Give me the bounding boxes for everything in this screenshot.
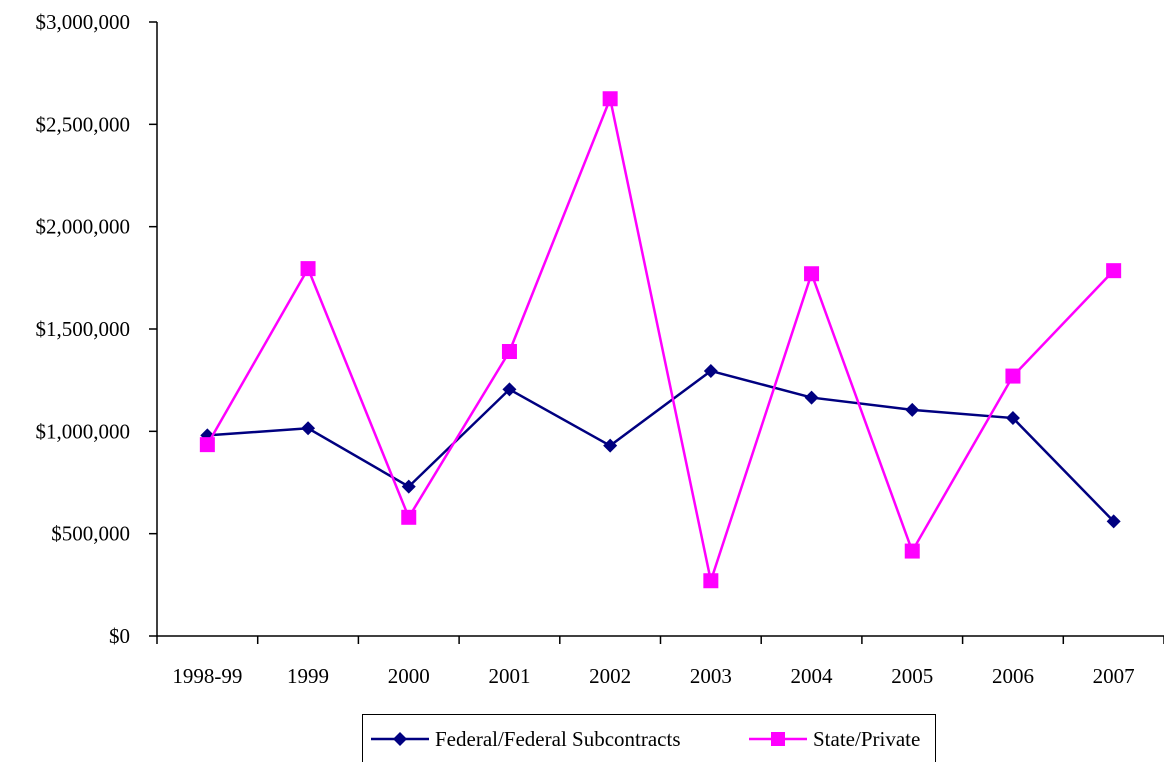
y-axis: $0 $500,000 $1,000,000 $1,500,000 $2,000,000… bbox=[36, 10, 158, 648]
series-line bbox=[207, 369, 1115, 523]
x-tick-label: 1999 bbox=[287, 664, 329, 688]
y-tick-label: $1,500,000 bbox=[36, 317, 131, 341]
data-point-diamond bbox=[905, 402, 920, 417]
series-state-private bbox=[199, 91, 1122, 589]
line-chart: $0 $500,000 $1,000,000 $1,500,000 $2,000,000… bbox=[36, 10, 1164, 688]
data-point-diamond bbox=[703, 363, 718, 378]
y-tick-label: $500,000 bbox=[51, 522, 130, 546]
legend: Federal/Federal Subcontracts State/Priva… bbox=[362, 714, 936, 762]
x-tick-label: 2000 bbox=[388, 664, 430, 688]
data-point-square bbox=[602, 91, 618, 107]
data-point-square bbox=[1106, 263, 1122, 279]
y-tick-label: $0 bbox=[109, 624, 130, 648]
data-point-square bbox=[804, 266, 820, 282]
square-marker-icon bbox=[749, 732, 807, 746]
data-point-diamond bbox=[1005, 411, 1020, 426]
x-tick-label: 2004 bbox=[791, 664, 834, 688]
y-tick-label: $1,000,000 bbox=[36, 419, 131, 443]
legend-item-state[interactable]: State/Private bbox=[747, 715, 920, 763]
diamond-marker-icon bbox=[371, 732, 429, 746]
x-axis: 1998-99 1999 2000 2001 2002 2003 2004 2005 2006 2… bbox=[156, 635, 1164, 688]
data-point-square bbox=[401, 509, 417, 525]
x-tick-label: 2005 bbox=[891, 664, 933, 688]
series-line bbox=[206, 94, 1115, 586]
series-layer bbox=[199, 91, 1122, 589]
data-point-diamond bbox=[1106, 514, 1121, 529]
y-tick-label: $2,500,000 bbox=[36, 112, 131, 136]
data-point-diamond bbox=[301, 421, 316, 436]
x-tick-label: 2002 bbox=[589, 664, 631, 688]
data-point-square bbox=[703, 573, 719, 589]
data-point-diamond bbox=[804, 390, 819, 405]
data-point-diamond bbox=[603, 438, 618, 453]
data-point-square bbox=[904, 543, 920, 559]
x-tick-label: 2006 bbox=[992, 664, 1034, 688]
data-point-diamond bbox=[502, 382, 517, 397]
data-point-square bbox=[501, 344, 517, 360]
x-tick-label: 2003 bbox=[690, 664, 732, 688]
data-point-diamond bbox=[401, 479, 416, 494]
y-tick-label: $2,000,000 bbox=[36, 215, 131, 239]
x-tick-label: 2007 bbox=[1093, 664, 1135, 688]
legend-label-state: State/Private bbox=[813, 726, 921, 751]
data-point-square bbox=[199, 437, 215, 453]
legend-label-federal: Federal/Federal Subcontracts bbox=[435, 726, 681, 751]
data-point-square bbox=[300, 261, 316, 277]
x-tick-label: 1998-99 bbox=[172, 664, 242, 688]
series-federal bbox=[200, 363, 1121, 529]
y-tick-label: $3,000,000 bbox=[36, 10, 131, 34]
data-point-square bbox=[1005, 368, 1021, 384]
legend-item-federal[interactable]: Federal/Federal Subcontracts bbox=[369, 715, 681, 763]
x-tick-label: 2001 bbox=[488, 664, 530, 688]
